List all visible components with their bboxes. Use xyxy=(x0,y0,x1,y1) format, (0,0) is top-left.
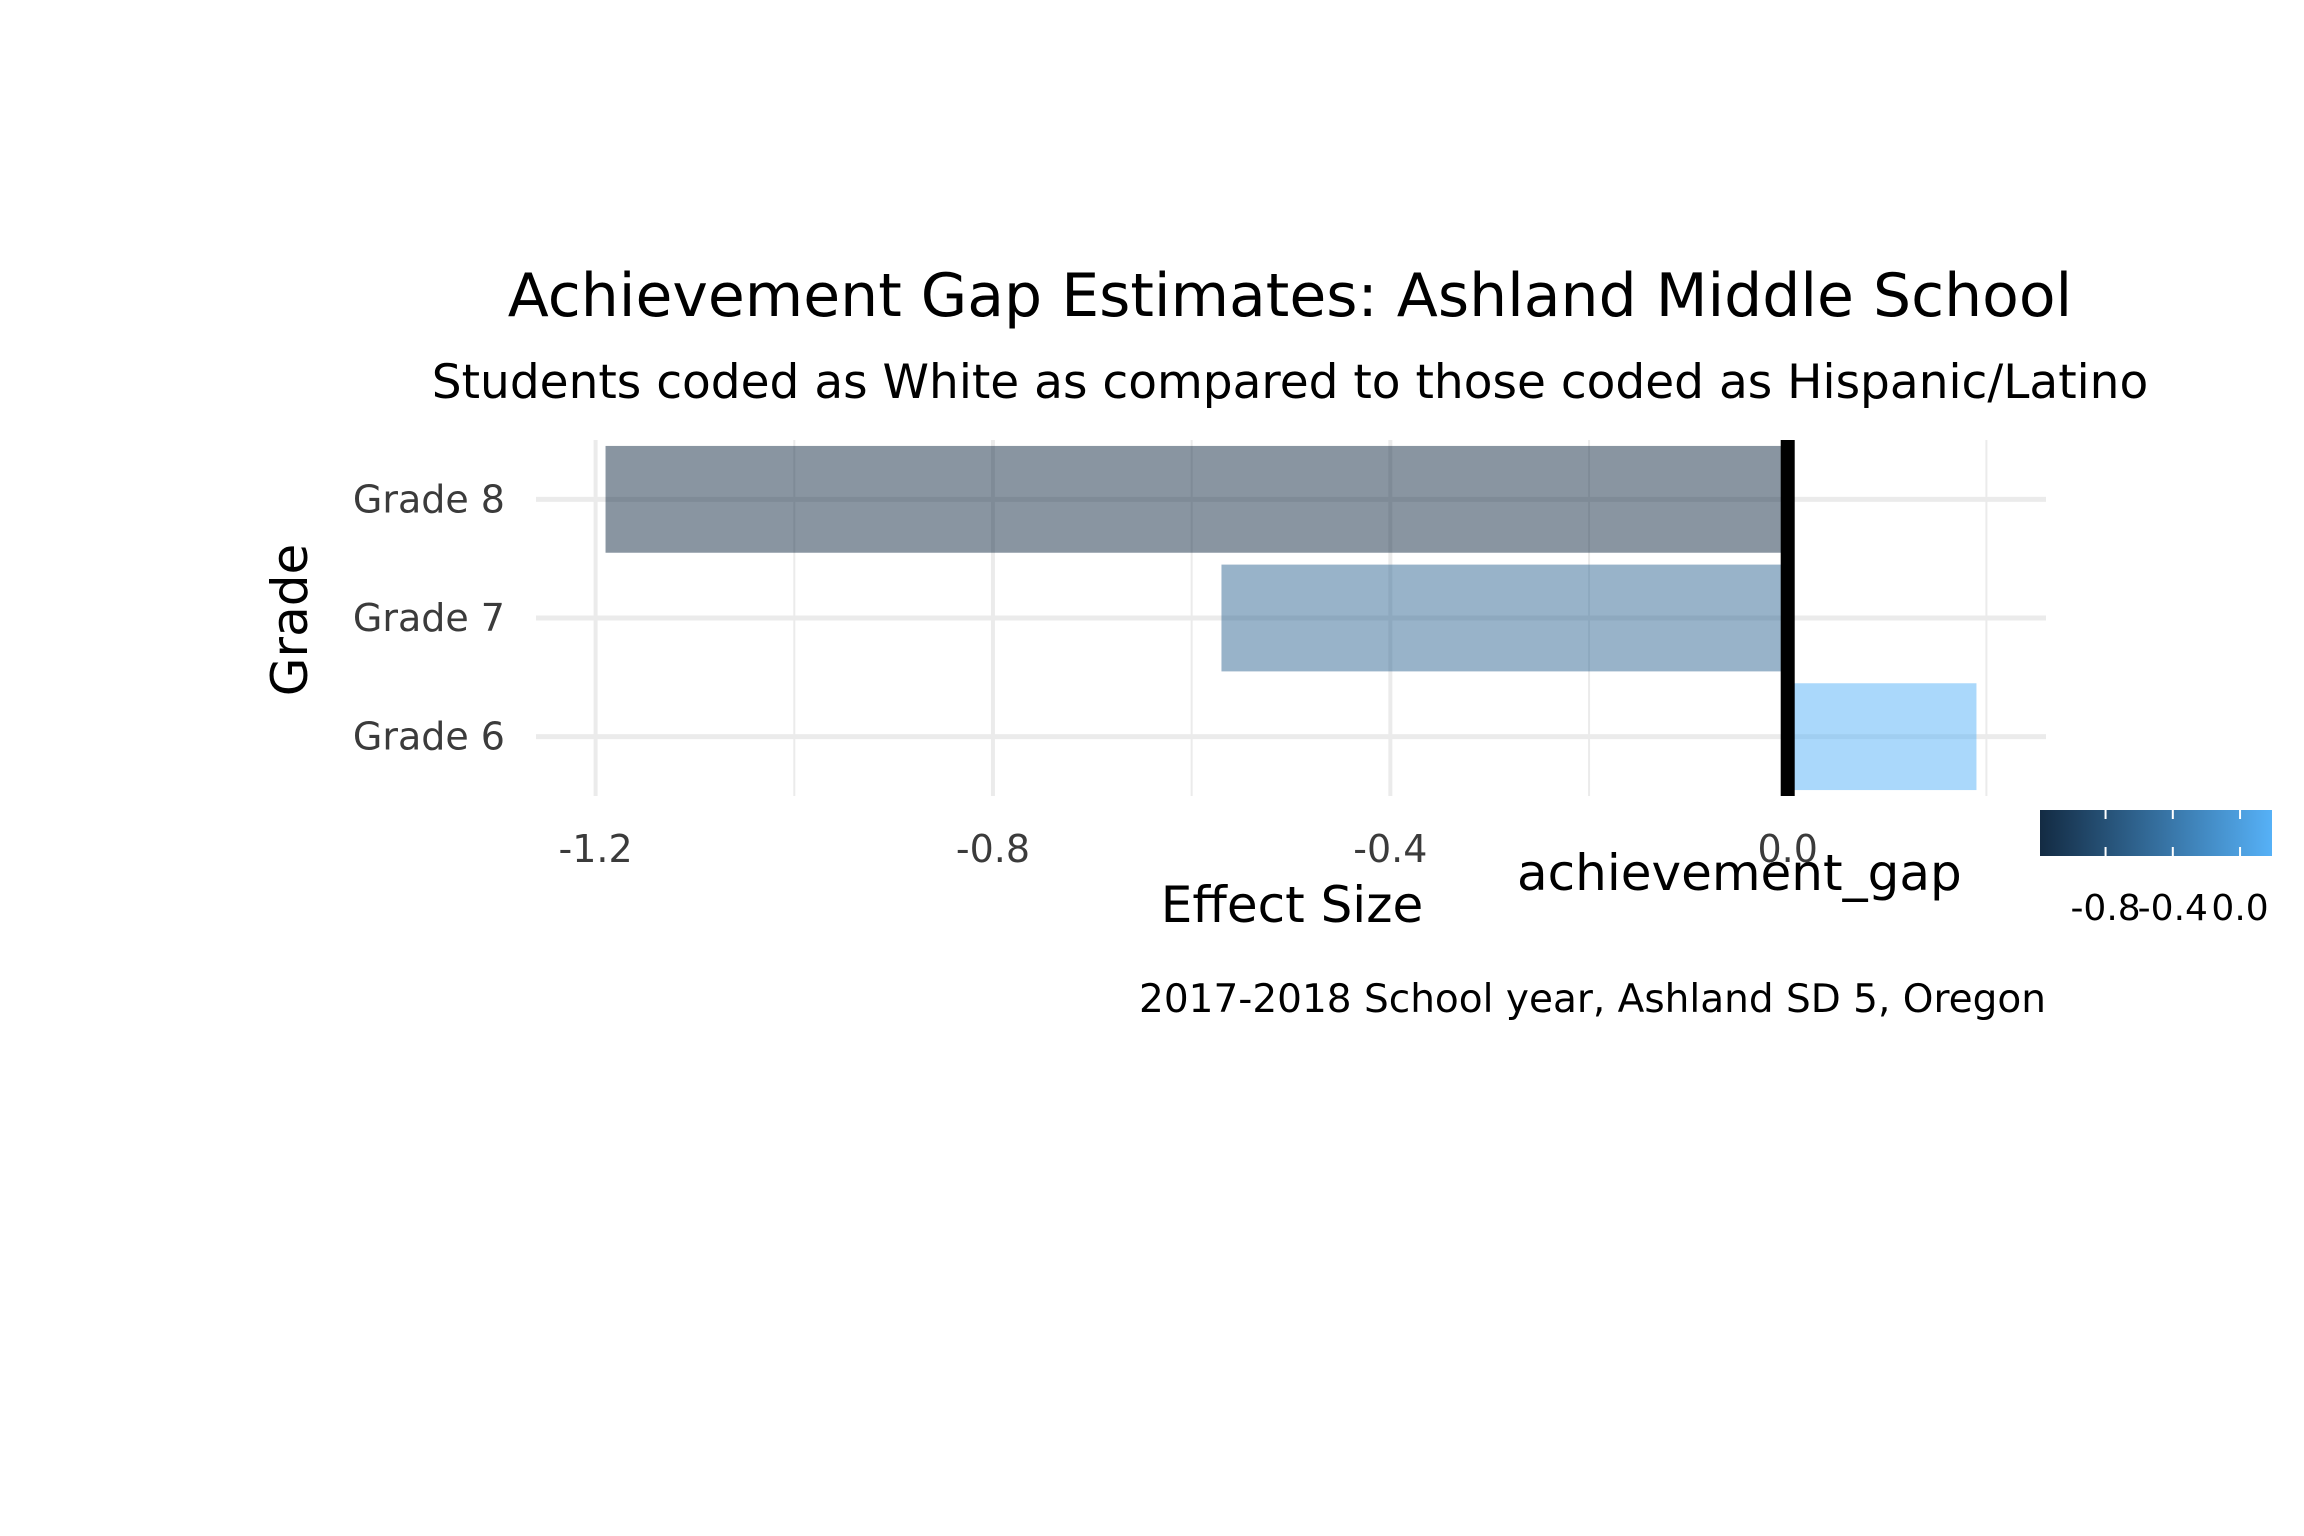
legend-tick-label: -0.4 xyxy=(2138,888,2208,929)
chart-subtitle: Students coded as White as compared to t… xyxy=(432,355,2148,410)
bar-grade-7 xyxy=(1221,564,1788,672)
x-tick-label: -0.4 xyxy=(1353,827,1427,871)
legend-tick-label: 0.0 xyxy=(2211,888,2268,929)
y-axis-label: Grade xyxy=(261,544,319,696)
legend-title: achievement_gap xyxy=(1517,844,1962,902)
legend-ticks: -0.8-0.4 0.0 xyxy=(2070,810,2269,929)
color-legend: achievement_gap -0.8-0.4 0.0 xyxy=(1517,810,2272,929)
y-tick-label: Grade 7 xyxy=(353,596,505,640)
bar-grade-6 xyxy=(1787,683,1977,791)
plot-panel xyxy=(536,440,2046,796)
x-tick-label: -1.2 xyxy=(559,827,633,871)
chart-title: Achievement Gap Estimates: Ashland Middl… xyxy=(508,261,2072,331)
y-tick-label: Grade 8 xyxy=(353,477,505,521)
x-tick-label: -0.8 xyxy=(956,827,1030,871)
legend-tick-label: -0.8 xyxy=(2070,888,2140,929)
y-tick-labels: Grade 8 Grade 7 Grade 6 xyxy=(353,477,505,758)
x-axis-label: Effect Size xyxy=(1161,876,1423,934)
chart-caption: 2017-2018 School year, Ashland SD 5, Ore… xyxy=(1139,977,2046,1022)
bars xyxy=(605,445,1977,791)
legend-colorbar xyxy=(2040,810,2272,856)
bar-grade-8 xyxy=(605,445,1788,553)
x-tick-label: 0.0 xyxy=(1757,827,1817,871)
x-tick-labels: -1.2 -0.8 -0.4 0.0 xyxy=(559,827,1818,871)
y-tick-label: Grade 6 xyxy=(353,715,505,759)
